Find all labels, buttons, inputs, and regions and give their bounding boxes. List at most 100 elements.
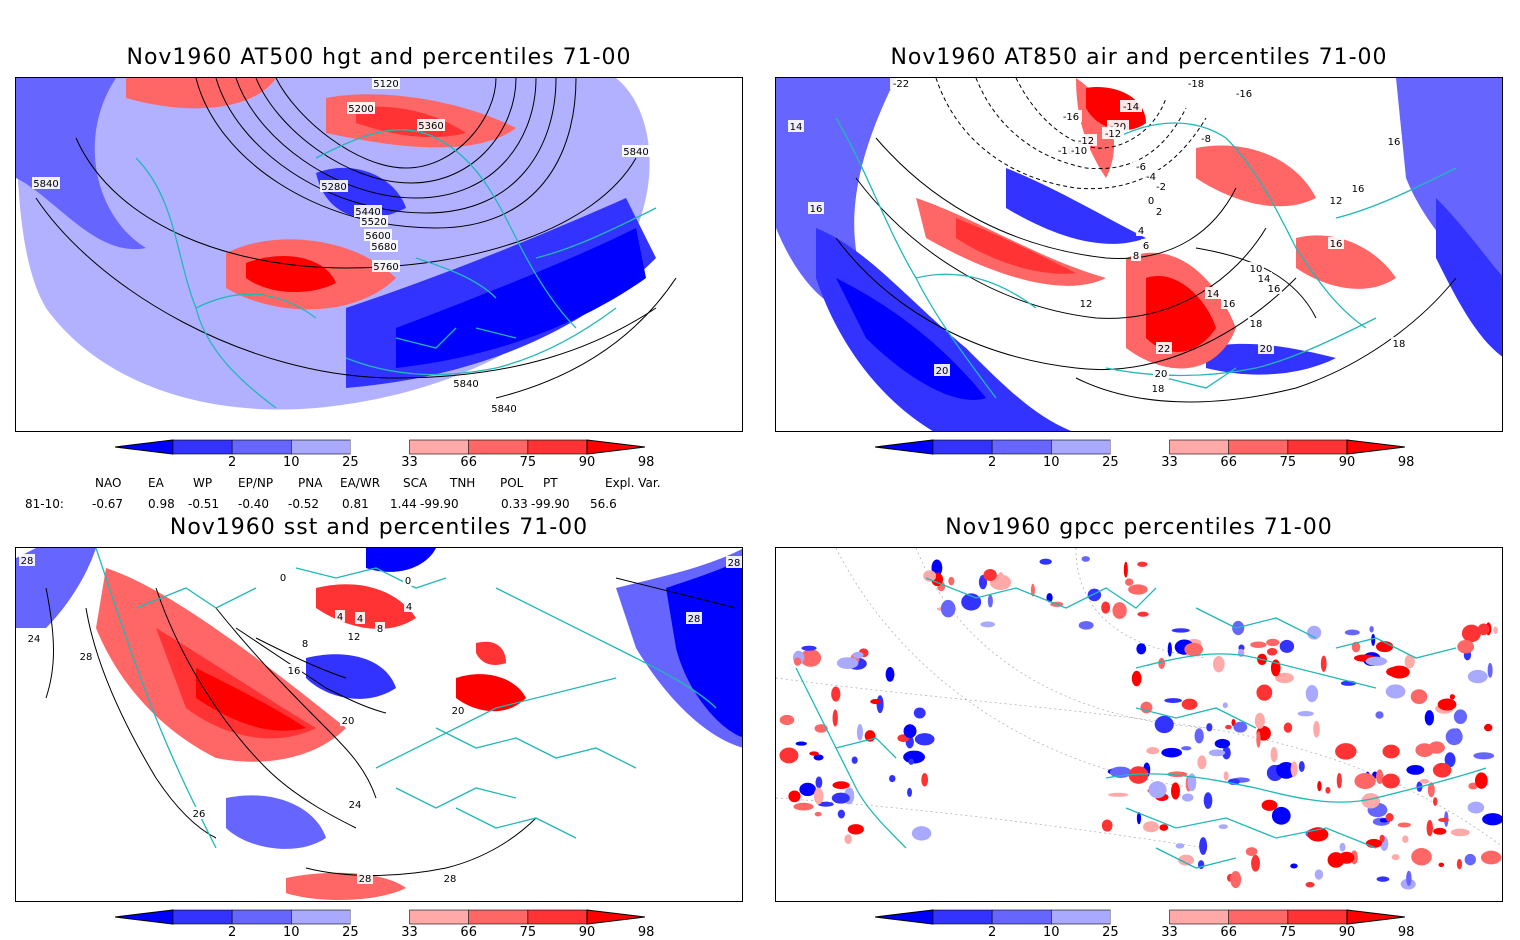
gpcc-anomaly-patch [1137,611,1149,617]
contour-label: 16 [1330,239,1343,250]
gpcc-anomaly-patch [1108,792,1129,797]
contour-label-bg [335,610,345,622]
contour-label: 22 [1158,344,1171,355]
hgt-contour-labels: 5120520053605280544055205600568057605840… [32,78,650,415]
gpcc-anomaly-patch [889,774,896,783]
colorbar-tick-label: 90 [1338,455,1356,470]
index-value: -99.90 [531,497,570,511]
gpcc-anomaly-patch [1381,773,1400,789]
contour-label: 14 [1258,274,1271,285]
gpcc-anomaly-patch [1167,642,1172,657]
contour-label: 16 [1223,299,1236,310]
contour-label: -16 [1236,89,1252,100]
contour-label-bg [1060,110,1082,122]
gpcc-anomaly-patch [1275,672,1294,684]
colorbar-segment [290,439,351,455]
colorbar-segment [991,909,1052,925]
gpcc-anomaly-patch [1406,765,1425,775]
index-value: -99.90 [420,497,459,511]
contour-label-bg [622,145,650,157]
gpcc-anomaly-patch [1164,698,1182,704]
colorbar-segment [1228,909,1289,925]
gpcc-anomaly-patch [885,666,895,682]
contour-label-bg [360,215,388,227]
gpcc-anomaly-patch [1376,876,1390,882]
colorbar-tick-label: 33 [1161,925,1178,940]
gpcc-anomaly-patch [852,651,864,659]
contour-label-bg [490,402,518,414]
gpcc-anomaly-patch [1361,793,1380,809]
colorbar-segment [1287,439,1348,455]
contour-label-bg [346,630,362,642]
colorbar-segment [350,440,410,454]
index-value: 1.44 [390,497,417,511]
colorbar-segment [1110,910,1170,924]
contour-label-bg [300,637,310,649]
contour-label: -8 [1201,134,1211,145]
contour-label: 12 [348,632,361,643]
contour-label: 28 [359,874,372,885]
colorbar-tick-label: 90 [578,925,596,940]
gpcc-anomaly-patch [1225,724,1232,730]
panel-title-air: Nov1960 AT850 air and percentiles 71-00 [890,45,1388,70]
index-row-label: 81-10: [25,497,64,511]
contour-label: 16 [1268,284,1281,295]
contour-label: 20 [936,366,949,377]
colorbar-tick-label: 25 [1102,455,1119,470]
gpcc-anomaly-patch [1161,747,1182,758]
contour-label-bg [1185,78,1207,89]
colorbar-tick-label: 66 [460,455,477,470]
contour-label-bg [1258,342,1274,354]
gpcc-anomaly-patch [1256,684,1273,701]
index-value: 0.33 [501,497,528,511]
contour-label: -2 [1156,182,1166,193]
gpcc-anomaly-patch [1222,746,1231,760]
gpcc-anomaly-patch [983,569,997,581]
gpcc-anomaly-patch [1320,655,1327,672]
gpcc-anomaly-patch [1187,773,1197,792]
gpcc-anomaly-patch [1426,819,1433,837]
contour-label: 4 [357,614,363,625]
colorbar-segment [231,439,292,455]
gpcc-anomaly-patch [1482,813,1502,826]
map-hgt-svg: 5120520053605280544055205600568057605840… [16,78,742,431]
colorbar-tick-label: 25 [342,925,359,940]
colorbar-tick-label: 25 [342,455,359,470]
contour-label: 16 [810,204,823,215]
contour-label: 20 [1155,369,1168,380]
colorbar-tick-label: 98 [637,925,655,940]
gpcc-anomaly-patch [1276,764,1281,775]
colorbar-hgt: 2 10 25 33 66 75 90 98 [114,438,654,480]
colorbar-tick-label: 75 [519,925,537,940]
contour-label: -6 [1136,162,1146,173]
contour-label: -14 [1123,102,1139,113]
gpcc-anomaly-patch [876,695,884,714]
contour-label: -10 [1058,146,1074,157]
contour-label: 12 [1330,196,1343,207]
index-value: -0.51 [188,497,220,511]
gpcc-anomaly-patch [1464,853,1476,866]
contour-label-bg [1266,282,1282,294]
index-header: EA/WR [340,476,381,490]
contour-label: 5600 [365,231,390,242]
map-panel-sst: 28 24 28 0 4 4 4 8 8 12 16 20 20 24 26 28 28 28 28 0 [15,547,743,902]
contour-label-bg [890,78,912,89]
gpcc-anomaly-patch [1484,723,1493,732]
contour-label-bg [788,120,804,132]
gpcc-anomaly-patch [1325,786,1331,794]
gpcc-anomaly-patch [1199,837,1208,855]
gpcc-anomaly-patch [1453,709,1468,725]
gpcc-anomaly-patch [817,801,834,807]
gpcc-anomaly-patch [1136,643,1147,655]
contour-label-bg [372,78,400,89]
contour-label-bg [1120,100,1142,112]
contour-label-bg [417,119,445,131]
colorbar-air-svg [874,439,1406,455]
contour-label-bg [1075,134,1097,146]
gpcc-anomaly-patch [1154,715,1174,734]
contour-label-bg [1102,127,1124,139]
colorbar-tick-label: 90 [578,455,596,470]
contour-label: 5840 [491,404,516,415]
colorbar-segment [290,909,351,925]
contour-label-bg [1131,249,1141,261]
